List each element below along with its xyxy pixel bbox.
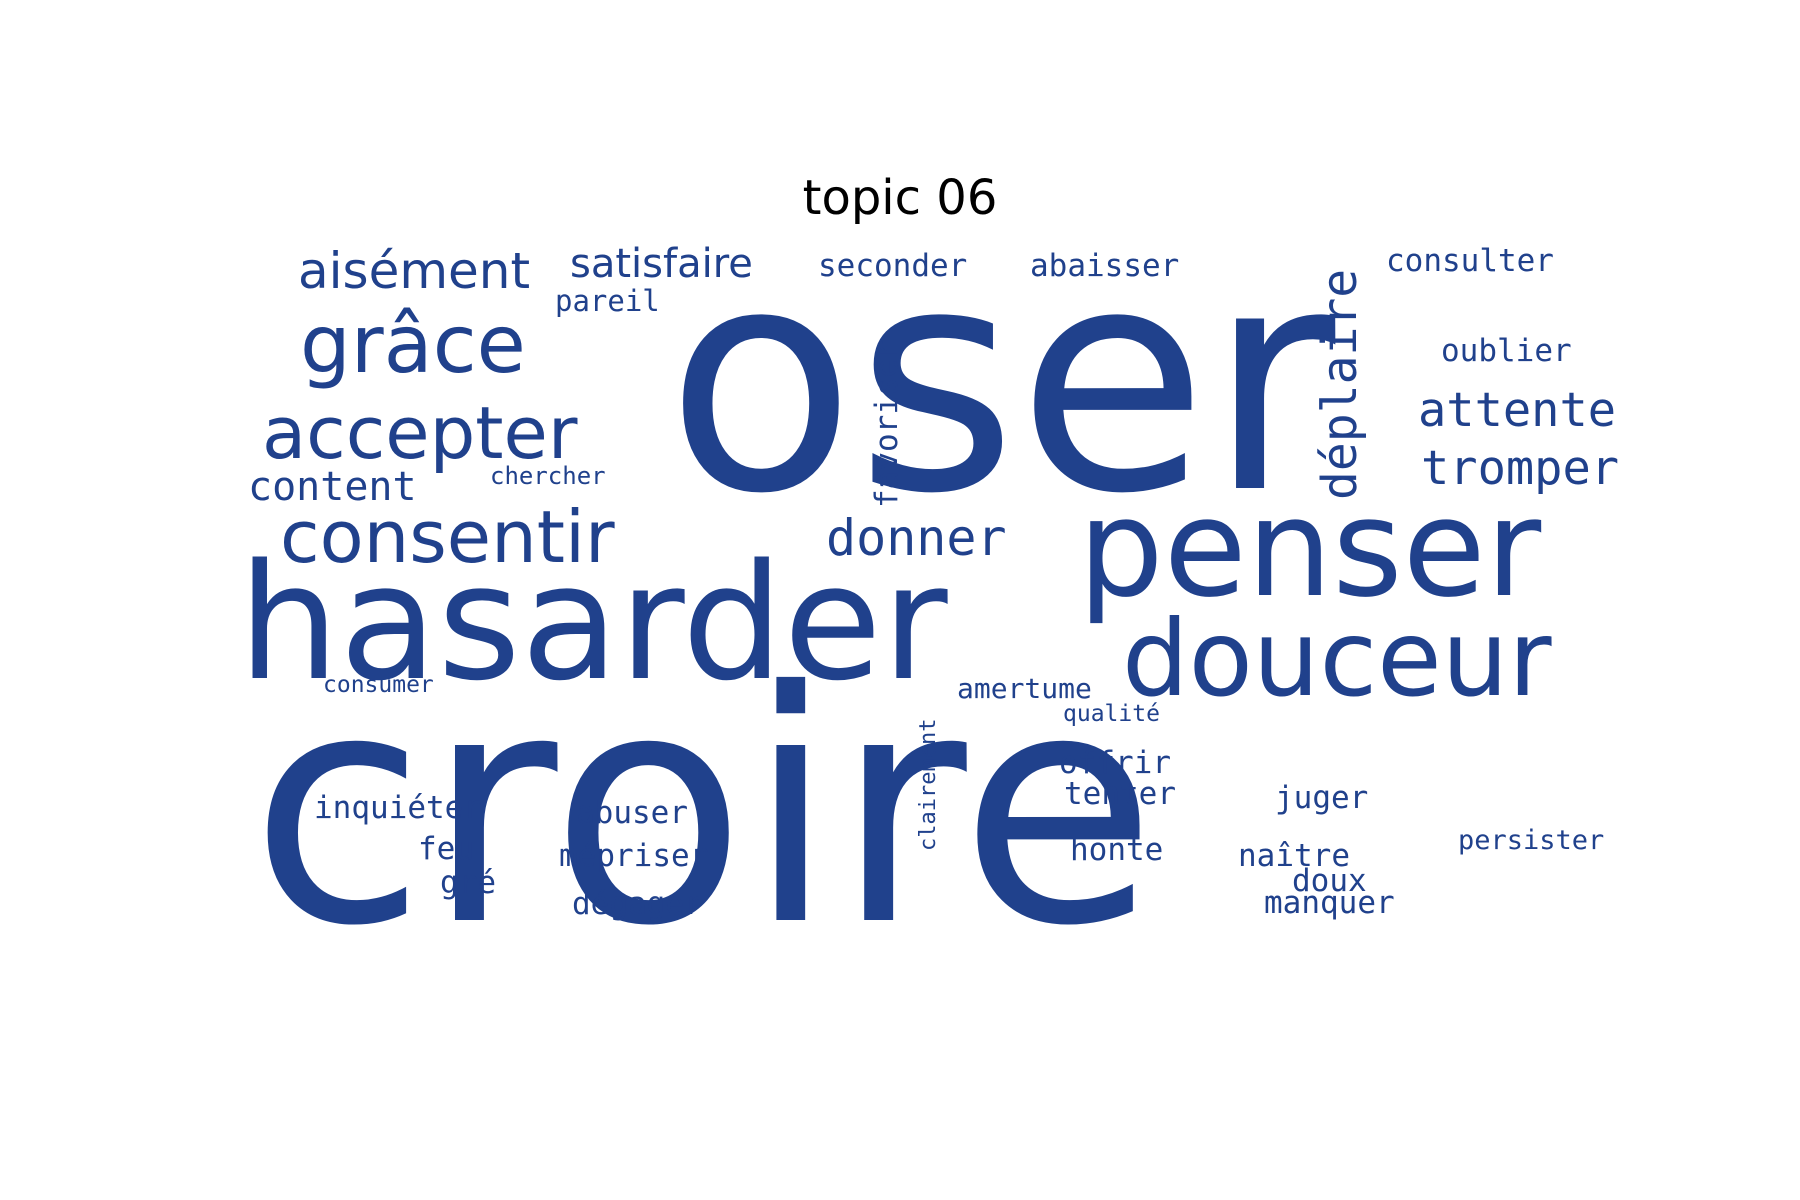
word-2: hasarder: [238, 529, 948, 716]
word-31: honte: [1070, 832, 1163, 868]
word-21: donner: [826, 509, 1007, 567]
word-4: douceur: [1122, 598, 1552, 720]
word-9: satisfaire: [570, 241, 753, 287]
word-33: mépriser: [559, 838, 708, 874]
word-8: aisément: [298, 242, 530, 300]
word-36: gré: [440, 865, 496, 901]
word-1: croire: [250, 624, 1157, 996]
word-10: seconder: [818, 248, 967, 284]
word-34: naître: [1238, 838, 1350, 874]
word-12: consulter: [1386, 243, 1554, 279]
word-27: tenter: [1064, 776, 1176, 812]
word-28: juger: [1275, 780, 1368, 816]
chart-title: topic 06: [802, 170, 998, 226]
word-37: doux: [1292, 863, 1367, 899]
word-20: chercher: [490, 462, 606, 490]
word-13: pareil: [555, 284, 660, 318]
word-38: dégager: [572, 886, 703, 922]
word-0: oser: [666, 201, 1339, 562]
word-18: tromper: [1421, 441, 1619, 496]
word-29: inquiéter: [314, 790, 482, 826]
word-19: content: [248, 464, 417, 510]
word-22: consumer: [323, 672, 434, 698]
word-24: qualité: [1063, 701, 1160, 727]
word-5: consentir: [280, 495, 615, 579]
word-16: oublier: [1441, 333, 1572, 369]
word-30: abuser: [576, 795, 688, 831]
word-3: penser: [1078, 470, 1542, 627]
word-25: clairement: [916, 719, 941, 851]
word-6: accepter: [262, 391, 578, 475]
word-26: offrir: [1059, 745, 1171, 781]
word-35: persister: [1458, 825, 1604, 856]
word-11: abaisser: [1030, 248, 1179, 284]
word-15: favoriser: [869, 340, 905, 508]
word-17: attente: [1418, 383, 1616, 438]
word-39: manquer: [1264, 885, 1395, 921]
word-23: amertume: [957, 672, 1092, 705]
word-7: grâce: [300, 298, 526, 391]
word-14: déplaire: [1312, 269, 1368, 500]
word-32: feu: [418, 831, 474, 867]
